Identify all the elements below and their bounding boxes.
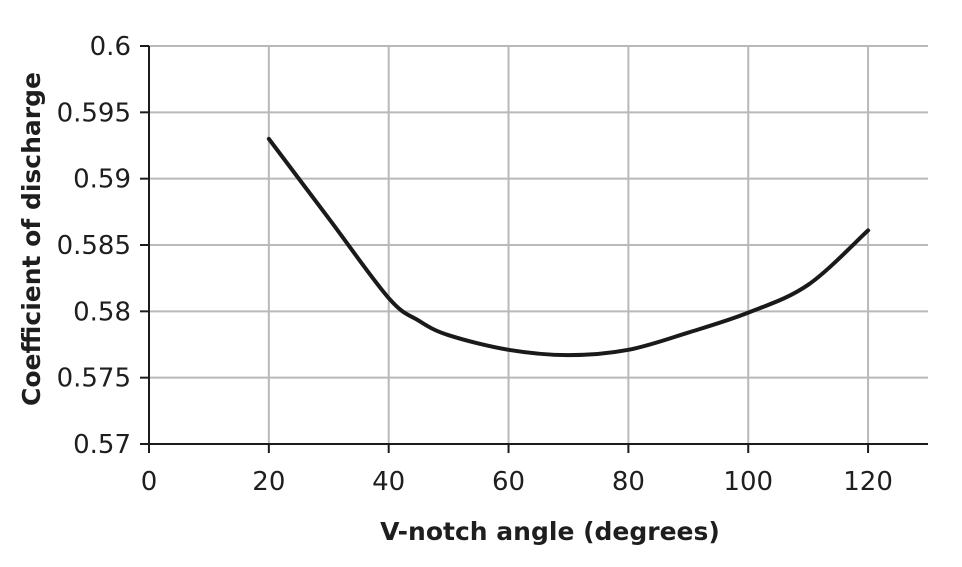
x-tick-label: 80 bbox=[612, 467, 645, 497]
x-axis-title: V-notch angle (degrees) bbox=[380, 517, 720, 546]
y-tick-label: 0.59 bbox=[73, 165, 131, 195]
x-tick-label: 20 bbox=[252, 467, 285, 497]
series-line bbox=[266, 136, 871, 358]
y-tick-label: 0.575 bbox=[57, 364, 131, 394]
x-tick-label: 120 bbox=[843, 467, 893, 497]
x-tick-label: 60 bbox=[492, 467, 525, 497]
x-tick-label: 0 bbox=[141, 467, 158, 497]
y-tick-label: 0.58 bbox=[73, 297, 131, 327]
y-tick-label: 0.6 bbox=[90, 32, 131, 62]
y-tick-label: 0.57 bbox=[73, 430, 131, 460]
tick-labels: 0.57 0.575 0.58 0.585 0.59 0.595 0.6 0 20 40 60 80 1… bbox=[57, 32, 893, 497]
plot-area bbox=[266, 136, 871, 358]
x-tick-label: 100 bbox=[723, 467, 773, 497]
y-tick-label: 0.585 bbox=[57, 231, 131, 261]
x-tick-label: 40 bbox=[372, 467, 405, 497]
grid-lines bbox=[149, 45, 928, 444]
y-axis-title: Coefficient of discharge bbox=[17, 72, 46, 406]
y-tick-label: 0.595 bbox=[57, 98, 131, 128]
axes bbox=[140, 45, 928, 453]
